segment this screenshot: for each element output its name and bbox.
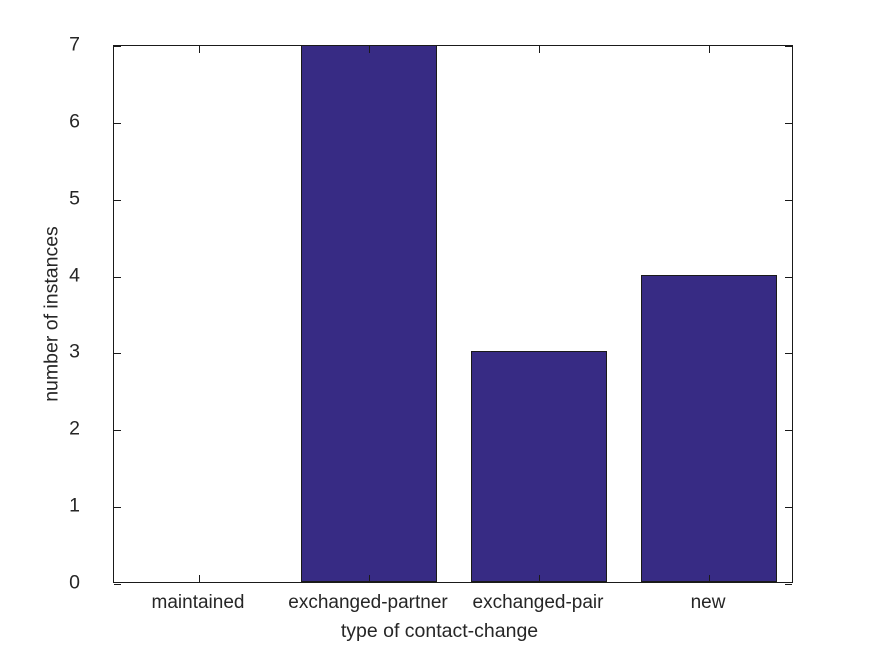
x-axis-tick — [199, 575, 200, 582]
y-axis-tick — [114, 507, 121, 509]
x-axis-tick-label: exchanged-pair — [472, 592, 604, 613]
y-axis-tick — [114, 46, 121, 47]
y-axis-tick — [114, 122, 121, 124]
plot-area — [113, 45, 793, 585]
y-axis-tick — [114, 353, 121, 355]
x-axis-tick — [199, 46, 200, 53]
x-axis-tick — [369, 46, 370, 53]
y-axis-tick — [785, 507, 792, 509]
y-axis-tick — [785, 122, 792, 124]
y-axis-tick — [785, 46, 792, 47]
y-axis-tick-label: 0 — [69, 571, 80, 594]
y-axis-tick-label: 4 — [69, 264, 80, 287]
bar[interactable] — [471, 351, 607, 582]
y-axis-tick — [114, 199, 121, 201]
y-axis-tick — [114, 584, 121, 585]
y-axis-tick — [785, 430, 792, 432]
bar-slot — [624, 46, 792, 582]
bar-slot — [284, 46, 454, 582]
y-axis-tick — [114, 430, 121, 432]
y-axis-tick-label: 2 — [69, 417, 80, 440]
x-axis-tick — [539, 46, 540, 53]
y-axis-tick-label: 5 — [69, 187, 80, 210]
bar[interactable] — [641, 274, 777, 582]
y-axis-tick — [785, 584, 792, 585]
x-axis-tick-label: exchanged-partner — [288, 592, 448, 613]
y-axis-tick-label: 3 — [69, 340, 80, 363]
y-axis-tick — [785, 353, 792, 355]
x-axis-tick — [539, 575, 540, 582]
y-axis-tick — [785, 199, 792, 201]
y-axis-title: number of instances — [40, 226, 63, 402]
x-axis-tick-label: maintained — [151, 592, 245, 613]
bar-slot — [114, 46, 284, 582]
y-axis-tick — [785, 276, 792, 278]
x-axis-tick — [709, 575, 710, 582]
bars-layer — [114, 46, 792, 582]
y-axis-tick-label: 6 — [69, 110, 80, 133]
y-axis-tick-label: 1 — [69, 494, 80, 517]
x-axis-tick — [709, 46, 710, 53]
x-axis-tick-label: new — [690, 592, 726, 613]
x-axis-title: type of contact-change — [340, 620, 539, 642]
bar-slot — [454, 46, 624, 582]
y-axis-tick — [114, 276, 121, 278]
bar[interactable] — [301, 46, 437, 582]
x-axis-tick — [369, 575, 370, 582]
y-axis-tick-label: 7 — [69, 33, 80, 56]
